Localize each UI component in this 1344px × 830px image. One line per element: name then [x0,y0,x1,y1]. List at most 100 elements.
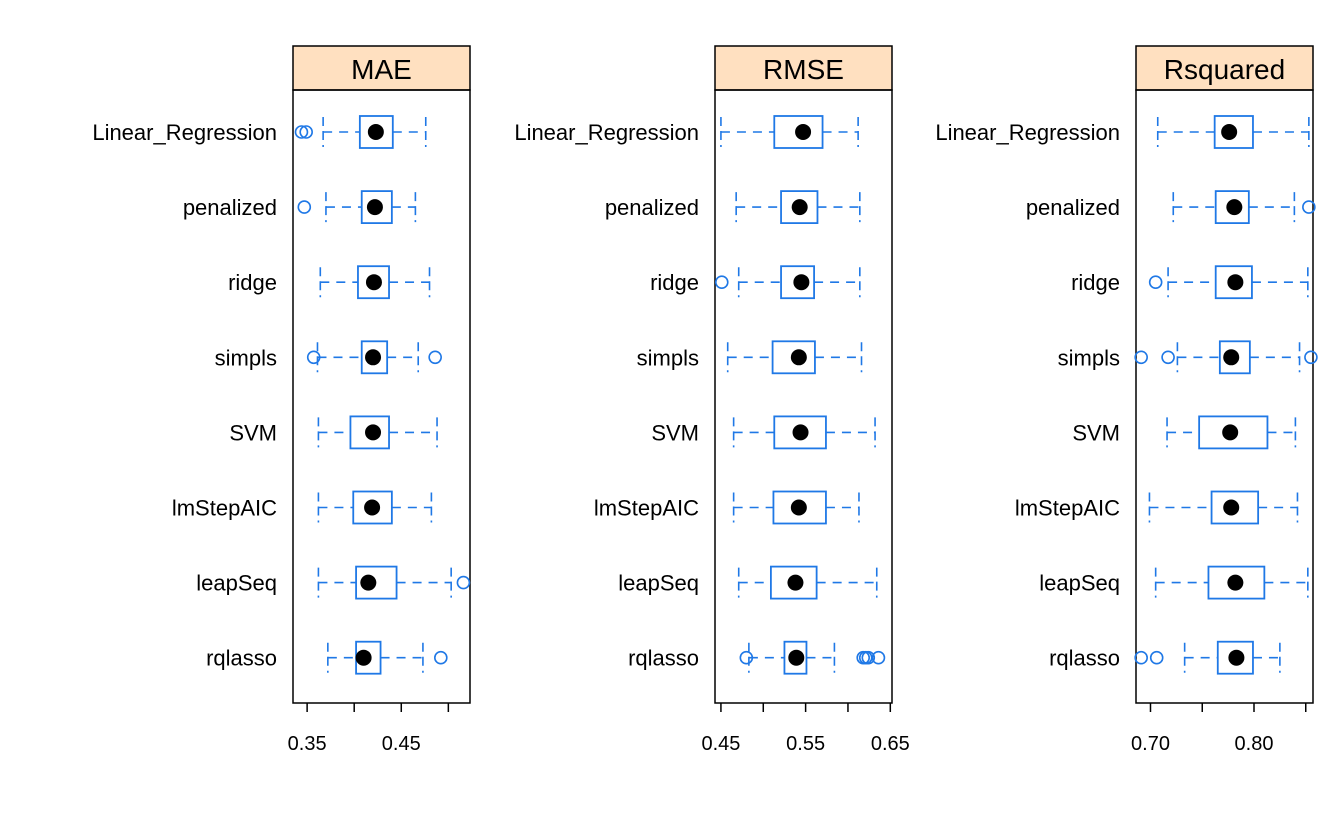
box-simpls-mae [306,340,442,375]
box-lmstepaic-rmse [732,490,860,525]
outlier-point [299,125,313,139]
iqr-box [357,265,390,300]
median-point [790,499,807,516]
category-label: leapSeq [618,571,699,596]
strip-mae [292,45,471,91]
iqr-box [1198,415,1269,450]
box-ridge-rsquared [1148,265,1309,300]
box-lmstepaic-mae [317,490,433,525]
category-label: rqlasso [1049,646,1120,671]
category-label: Linear_Regression [935,120,1120,145]
category-label: penalized [605,195,699,220]
x-tick-label: 0.80 [1235,733,1274,755]
box-ridge-rmse [714,265,861,300]
category-label: lmStepAIC [594,496,699,521]
outlier-point [297,200,312,214]
iqr-box [783,640,808,675]
iqr-box [352,490,393,525]
strip-rmse [714,45,893,91]
iqr-box [769,565,818,600]
box-rqlasso-rmse [739,640,886,675]
outlier-point [1134,650,1148,665]
median-point [365,349,382,366]
median-point [788,649,805,666]
box-linear_regression-mae [294,115,427,149]
x-tick-label: 0.45 [382,733,421,755]
box-svm-rmse [732,415,876,450]
iqr-box [1213,115,1254,149]
iqr-box [1214,190,1250,225]
category-label: SVM [229,420,277,445]
category-label: simpls [637,345,699,370]
box-simpls-rsquared [1134,340,1318,375]
category-label: leapSeq [1039,571,1120,596]
iqr-box [780,190,819,225]
outlier-point [1148,275,1163,290]
iqr-box [355,565,398,600]
median-point [1223,349,1240,366]
median-point [791,199,808,216]
category-label: leapSeq [196,571,277,596]
median-point [1227,274,1244,291]
outlier-point [871,650,886,665]
strip-label-rmse: RMSE [763,54,844,85]
x-tick-label: 0.55 [786,733,825,755]
box-penalized-mae [297,190,417,225]
outlier-point [434,650,448,665]
iqr-box [360,340,389,375]
outlier-point [739,650,754,665]
outlier-point [306,350,321,365]
box-linear_regression-rmse [720,115,859,149]
x-tick-label: 0.45 [701,733,740,755]
median-point [366,199,383,216]
box-leapseq-rsquared [1154,565,1309,600]
box-rqlasso-mae [327,640,448,675]
iqr-box [771,340,816,375]
median-point [355,649,372,666]
panel-frame-mae [292,89,471,704]
median-point [365,274,382,291]
median-point [1221,124,1238,140]
median-point [792,424,809,441]
category-label: lmStepAIC [172,496,277,521]
category-label: Linear_Regression [514,120,699,145]
iqr-box [360,190,393,225]
outlier-point [861,650,876,665]
median-point [1223,499,1240,516]
category-label: ridge [650,270,699,295]
median-point [1226,199,1243,216]
category-label: penalized [1026,195,1120,220]
median-point [365,424,382,441]
box-leapseq-mae [317,565,471,600]
outlier-point [294,125,309,139]
x-tick-label: 0.35 [288,733,327,755]
median-point [787,574,804,591]
iqr-box [1216,640,1254,675]
panel-rsquared: Rsquared Linear_Regression penalized ridge s… [935,45,1318,755]
median-point [1228,649,1245,666]
strip-label-mae: MAE [351,54,412,85]
median-point [1227,574,1244,591]
iqr-box [1218,340,1251,375]
box-penalized-rsquared [1172,190,1316,225]
category-label: SVM [651,420,699,445]
iqr-box [772,490,827,525]
category-label: ridge [1071,270,1120,295]
panel-rmse: RMSE Linear_Regression penalized ridge simpl… [514,45,910,755]
iqr-box [1207,565,1266,600]
panel-frame-rsquared [1135,89,1314,704]
median-point [793,274,810,291]
outlier-point [1134,350,1148,365]
box-leapseq-rmse [737,565,878,600]
x-tick-label: 0.65 [871,733,910,755]
outlier-point [714,275,729,290]
box-penalized-rmse [735,190,861,225]
iqr-box [773,115,824,149]
panel-mae: MAE Linear_Regression penalized ridge simpls… [92,45,471,755]
iqr-box [1210,490,1260,525]
category-label: penalized [183,195,277,220]
category-label: Linear_Regression [92,120,277,145]
x-tick-label: 0.70 [1131,733,1170,755]
median-point [360,574,377,591]
